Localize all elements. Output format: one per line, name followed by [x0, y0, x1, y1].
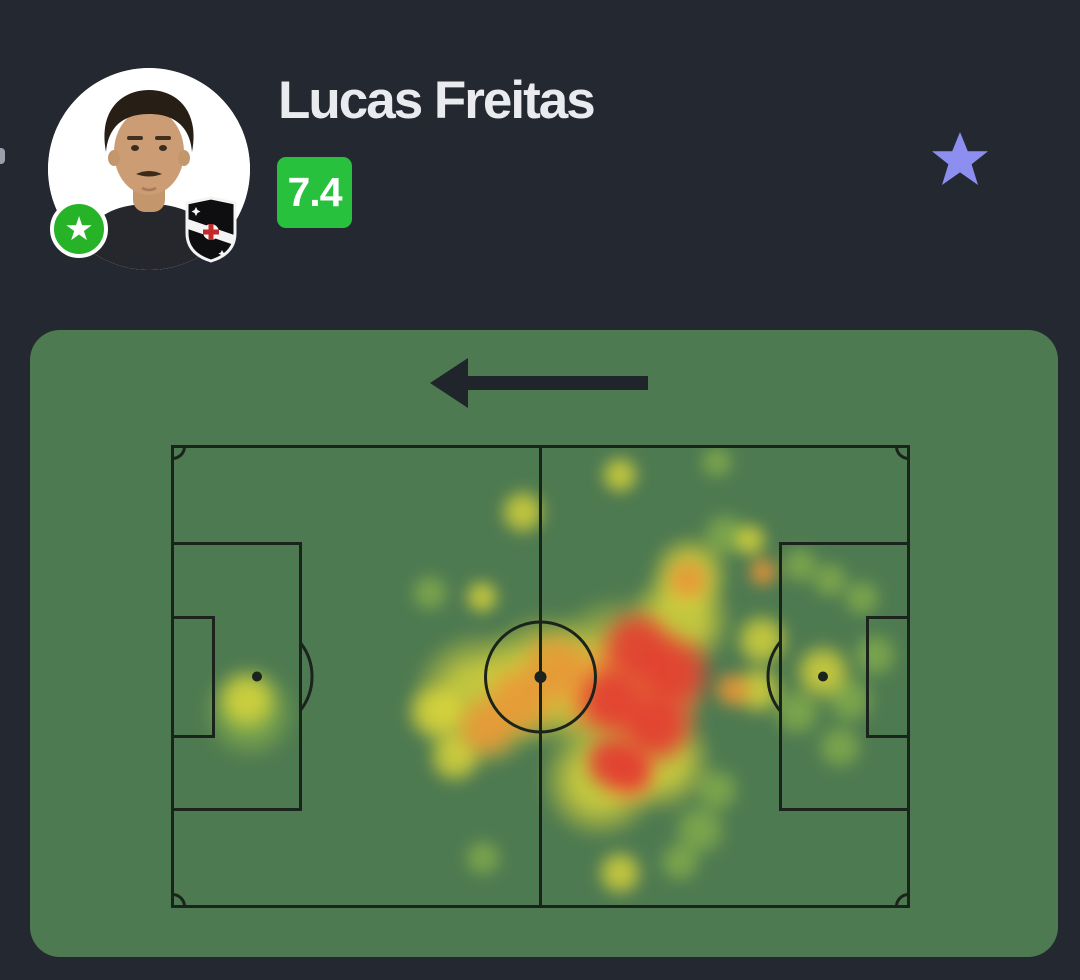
vasco-da-gama-crest-icon — [185, 196, 237, 263]
corner-arc-tr — [895, 446, 909, 460]
heatmap-card — [30, 330, 1058, 957]
heat-blob — [711, 668, 755, 712]
penalty-spot-left — [252, 671, 262, 682]
center-spot — [534, 671, 547, 683]
goal-area-right — [866, 616, 910, 738]
pitch-lines — [171, 445, 910, 908]
favorite-star-icon[interactable] — [930, 130, 990, 188]
rating-badge: 7.4 — [277, 157, 352, 228]
heat-blob — [594, 847, 646, 899]
heat-blob — [462, 577, 502, 617]
penalty-spot-right — [818, 671, 828, 682]
heat-blob — [745, 554, 781, 590]
heatmap-layer — [171, 445, 910, 908]
heat-blob — [697, 445, 737, 482]
heat-blob — [840, 576, 884, 620]
goal-area-left — [171, 616, 215, 738]
heat-blob — [602, 742, 658, 798]
heat-blob — [662, 554, 714, 606]
heat-blob — [461, 836, 505, 880]
corner-arc-tl — [172, 446, 186, 460]
quality-star-badge: ★ — [50, 200, 108, 258]
heat-blob — [598, 453, 642, 497]
penalty-area-right — [779, 542, 910, 811]
heat-blob — [814, 721, 866, 773]
corner-arc-br — [895, 893, 909, 907]
heat-blob — [213, 666, 281, 734]
center-circle — [484, 620, 597, 734]
heat-blob — [626, 626, 718, 718]
penalty-arc-left — [299, 641, 314, 712]
rating-value: 7.4 — [287, 169, 343, 215]
star-glyph-icon: ★ — [64, 209, 94, 247]
penalty-arc-right — [766, 640, 782, 713]
heat-blob — [656, 838, 704, 886]
penalty-area-left — [171, 542, 302, 811]
heat-blob — [408, 571, 452, 615]
pitch — [171, 445, 910, 908]
attack-direction-left-arrow-icon — [430, 358, 648, 408]
edge-fragment — [0, 148, 5, 164]
heat-blob — [730, 520, 770, 560]
corner-arc-bl — [172, 893, 186, 907]
player-name: Lucas Freitas — [278, 71, 596, 130]
